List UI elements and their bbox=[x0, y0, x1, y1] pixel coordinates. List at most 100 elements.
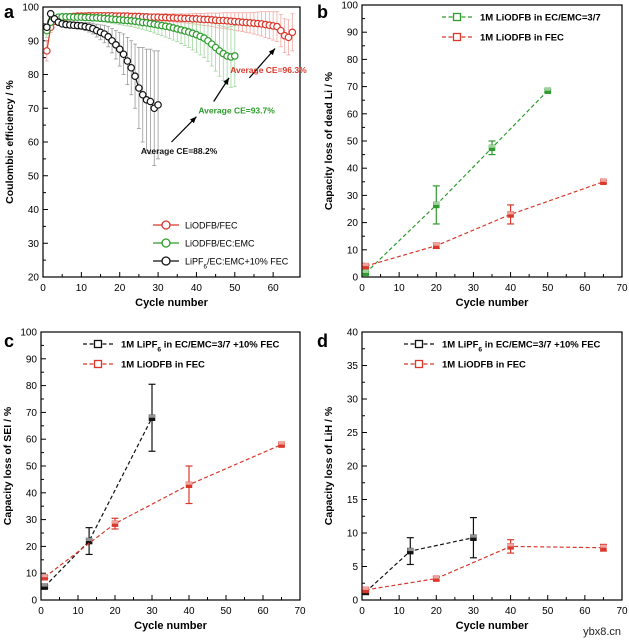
y-tick-label: 20 bbox=[347, 462, 359, 473]
panel-label-b: b bbox=[317, 2, 328, 22]
y-tick-label: 20 bbox=[347, 218, 359, 229]
data-point bbox=[277, 26, 285, 35]
panel-b: b 0 10 20 30 40 50 60 70 0 10 20 30 40 50 60 70 80 90 100 Cy… bbox=[317, 1, 628, 310]
series-line-1 bbox=[365, 181, 604, 267]
x-tick-label: 0 bbox=[359, 606, 365, 617]
data-point-highlight bbox=[433, 575, 440, 579]
data-layer bbox=[43, 9, 297, 167]
legend-marker bbox=[93, 339, 103, 349]
y-tick-label: 60 bbox=[347, 109, 359, 120]
series-line-1 bbox=[44, 444, 282, 578]
legend-label-2: LiPF6/EC:EMC+10% FEC bbox=[185, 257, 289, 271]
data-point-highlight bbox=[362, 269, 369, 273]
data-point-highlight bbox=[544, 87, 551, 91]
panel-label-d: d bbox=[317, 331, 328, 351]
y-tick-label: 35 bbox=[347, 361, 359, 372]
y-tick-label: 30 bbox=[28, 239, 40, 250]
legend-label-0: 1M LiODFB in EC/EMC=3/7 bbox=[480, 13, 601, 24]
y-tick-label: 40 bbox=[28, 205, 40, 216]
y-tick-label: 30 bbox=[347, 191, 359, 202]
y-tick-label: 60 bbox=[26, 435, 38, 446]
y-tick-label: 100 bbox=[22, 3, 39, 14]
y-tick-label: 10 bbox=[347, 529, 359, 540]
y-tick-label: 80 bbox=[28, 70, 40, 81]
y-tick-label: 0 bbox=[31, 596, 37, 607]
data-point-highlight bbox=[186, 481, 192, 485]
data-point-highlight bbox=[433, 242, 440, 246]
y-tick-label: 50 bbox=[347, 137, 359, 148]
data-point bbox=[43, 23, 51, 32]
y-tick-label: 50 bbox=[26, 462, 38, 473]
data-layer bbox=[362, 516, 607, 596]
data-point bbox=[146, 97, 155, 106]
data-layer bbox=[41, 383, 285, 590]
annotation-label-0: Average CE=96.3% bbox=[230, 65, 307, 75]
annotation-arrowhead bbox=[223, 77, 230, 85]
annotation-arrow bbox=[248, 48, 276, 79]
x-tick-label: 70 bbox=[616, 606, 628, 617]
legend-label-0: LiODFB/FEC bbox=[185, 221, 238, 231]
y-tick-label: 50 bbox=[28, 171, 40, 182]
x-tick-label: 30 bbox=[146, 606, 158, 617]
x-tick-label: 50 bbox=[542, 283, 554, 294]
x-tick-label: 50 bbox=[220, 606, 232, 617]
data-point-highlight bbox=[362, 263, 369, 267]
data-point-highlight bbox=[362, 586, 369, 590]
data-point-highlight bbox=[278, 441, 285, 445]
x-tick-label: 30 bbox=[468, 606, 480, 617]
legend-marker bbox=[414, 359, 424, 369]
x-tick-label: 60 bbox=[579, 283, 591, 294]
data-point bbox=[230, 52, 239, 60]
y-tick-label: 90 bbox=[347, 28, 359, 39]
y-tick-label: 90 bbox=[26, 354, 38, 365]
data-point-highlight bbox=[507, 543, 514, 547]
data-point bbox=[284, 33, 293, 42]
plot-frame bbox=[40, 331, 301, 601]
legend-label-1: 1M LiODFB in FEC bbox=[121, 360, 205, 371]
data-point-highlight bbox=[470, 534, 477, 538]
x-axis-label: Cycle number bbox=[456, 297, 529, 309]
x-tick-label: 40 bbox=[191, 283, 203, 294]
x-tick-label: 50 bbox=[229, 283, 241, 294]
y-tick-label: 20 bbox=[28, 273, 40, 284]
y-tick-label: 60 bbox=[28, 138, 40, 149]
y-axis-label: Coulombic efficiency / % bbox=[4, 79, 16, 203]
x-tick-label: 10 bbox=[394, 606, 406, 617]
data-point-highlight bbox=[86, 538, 93, 542]
y-tick-label: 70 bbox=[28, 104, 40, 115]
annotation-label-1: Average CE=93.7% bbox=[198, 105, 275, 115]
data-point bbox=[123, 57, 132, 65]
panel-a: a 0 10 20 30 40 50 60 20 30 40 50 60 70 80 90 100 Cycle n… bbox=[4, 2, 307, 309]
legend-marker bbox=[452, 12, 462, 22]
series-line-0 bbox=[365, 90, 549, 274]
y-tick-label: 30 bbox=[26, 515, 38, 526]
x-tick-label: 0 bbox=[359, 283, 365, 294]
data-point bbox=[127, 63, 136, 72]
data-point bbox=[46, 9, 55, 18]
legend-marker bbox=[93, 359, 103, 369]
panel-label-a: a bbox=[4, 2, 15, 22]
x-tick-label: 70 bbox=[616, 283, 628, 294]
y-tick-label: 80 bbox=[26, 381, 38, 392]
x-tick-label: 0 bbox=[38, 606, 44, 617]
y-axis-label: Capacity loss of dead Li / % bbox=[323, 71, 335, 210]
x-tick-label: 30 bbox=[468, 283, 480, 294]
legend-marker bbox=[414, 339, 424, 349]
x-tick-label: 50 bbox=[542, 606, 554, 617]
y-tick-label: 15 bbox=[347, 495, 359, 506]
y-tick-label: 90 bbox=[28, 36, 40, 47]
x-tick-label: 0 bbox=[40, 283, 46, 294]
panel-label-c: c bbox=[4, 331, 14, 351]
x-tick-label: 20 bbox=[431, 606, 443, 617]
y-axis-label: Capacity loss of SEI / % bbox=[2, 406, 14, 525]
x-tick-label: 10 bbox=[76, 283, 88, 294]
x-axis-label: Cycle number bbox=[134, 620, 207, 632]
x-tick-label: 40 bbox=[505, 606, 517, 617]
y-tick-label: 70 bbox=[347, 82, 359, 93]
y-tick-label: 5 bbox=[352, 562, 358, 573]
series-line-0 bbox=[365, 537, 474, 593]
x-axis-label: Cycle number bbox=[135, 297, 208, 309]
y-axis-label: Capacity loss of LiH / % bbox=[323, 406, 335, 525]
y-tick-label: 40 bbox=[347, 164, 359, 175]
legend-marker bbox=[161, 238, 171, 248]
